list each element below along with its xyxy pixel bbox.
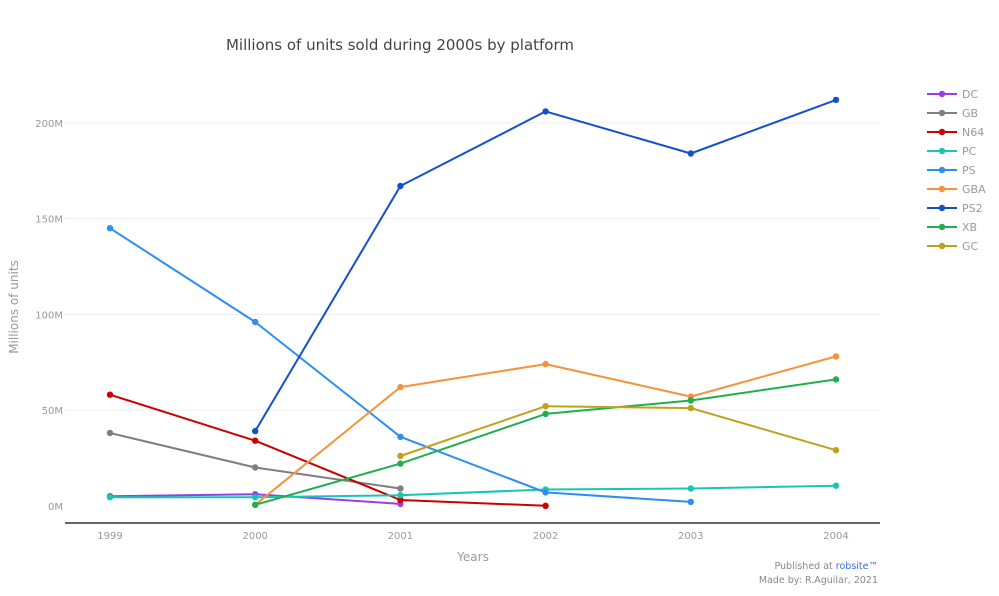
legend-item-ps[interactable]: PS [927,164,976,177]
y-tick-label: 0M [48,502,63,513]
data-point[interactable] [397,492,404,499]
data-point[interactable] [252,318,259,326]
data-point[interactable] [542,410,549,418]
legend-label: XB [962,221,977,234]
data-point[interactable] [397,460,404,467]
x-tick-label: 2004 [823,531,848,542]
data-point[interactable] [397,182,404,190]
data-point[interactable] [542,108,549,115]
y-tick-label: 150M [35,215,63,226]
legend-marker [938,90,946,98]
series-line [254,355,837,506]
legend-marker [938,223,946,231]
data-point[interactable] [832,376,840,383]
data-point[interactable] [397,496,404,504]
legend-item-gc[interactable]: GC [927,240,979,253]
series-ps [106,225,694,506]
data-point[interactable] [106,429,114,437]
series-ps2 [252,96,840,435]
data-point[interactable] [397,452,404,460]
y-tick-labels: 0M 50M 100M 150M 200M [35,119,63,513]
data-point[interactable] [106,225,114,232]
legend-marker [938,147,946,155]
data-point[interactable] [687,397,694,404]
legend-marker [938,128,946,136]
data-point[interactable] [832,353,840,360]
x-tick-labels: 1999 2000 2001 2002 2003 2004 [97,531,848,542]
legend-label: N64 [962,126,984,139]
data-point[interactable] [542,489,549,496]
data-point[interactable] [687,485,694,492]
series-line [254,378,837,506]
grid-lines [65,122,880,411]
data-point[interactable] [687,150,694,157]
data-point[interactable] [542,360,549,368]
data-point[interactable] [687,404,694,412]
legend[interactable]: DC GB N64 PC PS GBA PS2 XB GC [927,88,986,253]
legend-label: PS2 [962,202,983,215]
data-point[interactable] [252,464,259,471]
data-point[interactable] [252,494,259,501]
y-tick-label: 50M [42,406,63,417]
published-prefix: Published at [774,561,835,572]
data-point[interactable] [832,447,840,454]
series-n64 [106,391,549,509]
series-layer [106,96,840,509]
published-credit: Published at robsite™ [774,561,878,572]
chart-title: Millions of units sold during 2000s by p… [226,36,574,54]
data-point[interactable] [397,383,404,391]
series-gb [106,429,404,492]
data-point[interactable] [397,485,404,492]
x-tick-label: 2002 [533,531,558,542]
series-line [109,393,547,507]
series-pc [106,482,840,501]
legend-label: PC [962,145,977,158]
series-gba [252,353,840,508]
data-point[interactable] [397,433,404,440]
legend-item-n64[interactable]: N64 [927,126,984,139]
legend-label: GB [962,107,978,120]
legend-label: PS [962,164,976,177]
x-tick-label: 1999 [97,531,122,542]
data-point[interactable] [252,427,259,435]
y-tick-label: 100M [35,310,63,321]
data-point[interactable] [252,437,259,444]
legend-item-xb[interactable]: XB [927,221,977,234]
data-point[interactable] [832,96,840,104]
series-gc [397,403,840,460]
legend-label: DC [962,88,978,101]
data-point[interactable] [106,391,114,398]
legend-marker [938,204,946,212]
series-line [109,484,837,499]
legend-label: GBA [962,183,986,196]
made-by-credit: Made by: R.Aguilar, 2021 [759,575,878,586]
series-line [399,405,837,457]
data-point[interactable] [542,403,549,410]
x-tick-label: 2003 [678,531,703,542]
y-tick-label: 200M [35,119,63,130]
legend-item-pc[interactable]: PC [927,145,977,158]
data-point[interactable] [106,494,114,501]
legend-label: GC [962,240,979,253]
x-tick-label: 2001 [388,531,413,542]
legend-item-ps2[interactable]: PS2 [927,202,983,215]
legend-marker [938,185,946,193]
x-tick-label: 2000 [242,531,267,542]
data-point[interactable] [687,498,694,506]
data-point[interactable] [542,502,549,509]
legend-marker [938,109,946,117]
y-axis-label: Millions of units [7,260,21,354]
legend-item-dc[interactable]: DC [927,88,978,101]
legend-item-gb[interactable]: GB [927,107,978,120]
x-axis-label: Years [456,550,489,564]
legend-marker [938,242,946,250]
series-xb [252,376,840,508]
legend-marker [938,166,946,174]
data-point[interactable] [252,501,259,508]
robsite-link[interactable]: robsite™ [836,561,878,572]
data-point[interactable] [832,482,840,489]
legend-item-gba[interactable]: GBA [927,183,986,196]
